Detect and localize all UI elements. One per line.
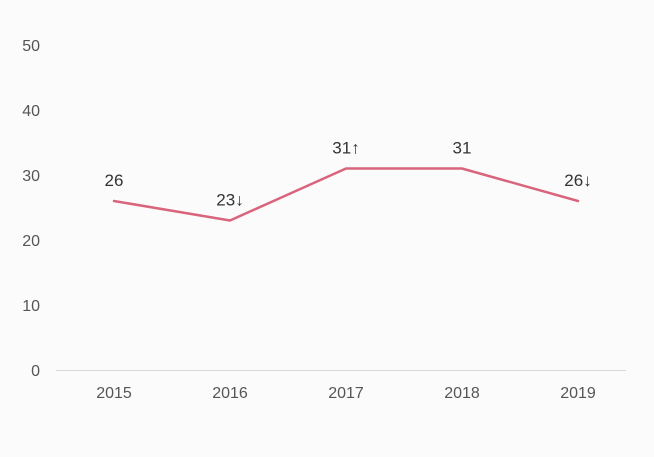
data-label-2018: 31 [453,139,472,158]
series-group [112,167,580,222]
series-line-0 [112,167,580,222]
x-tick-label-2017: 2017 [328,385,364,402]
x-tick-label-2019: 2019 [560,385,596,402]
y-tick-label-0: 0 [31,363,40,380]
x-tick-label-2018: 2018 [444,385,480,402]
y-tick-label-40: 40 [22,103,40,120]
x-tick-label-2015: 2015 [96,385,132,402]
data-label-2015: 26 [105,171,124,190]
x-tick-label-2016: 2016 [212,385,248,402]
y-tick-label-30: 30 [22,168,40,185]
data-label-2017: 31↑ [332,139,359,158]
data-label-2016: 23↓ [216,191,243,210]
y-axis-ticks: 0 10 20 30 40 50 [22,38,40,380]
data-labels: 26 23↓ 31↑ 31 26↓ [105,139,592,210]
y-tick-label-50: 50 [22,38,40,55]
data-label-2019: 26↓ [564,171,591,190]
x-axis-ticks: 2015 2016 2017 2018 2019 [96,385,596,402]
y-tick-label-10: 10 [22,298,40,315]
y-tick-label-20: 20 [22,233,40,250]
